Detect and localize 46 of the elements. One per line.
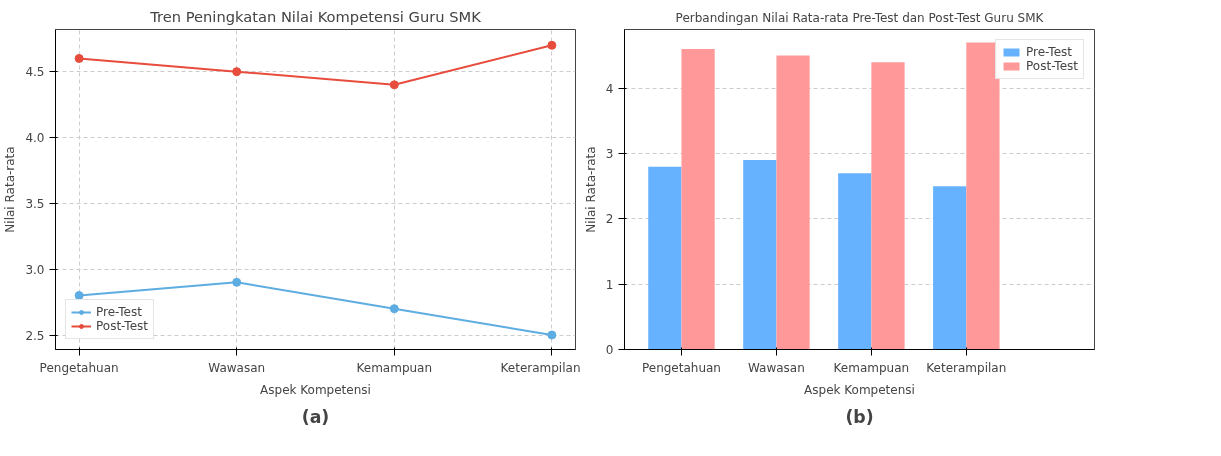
legend-label: Pre-Test [96,305,142,319]
legend-label: Post-Test [1026,59,1078,73]
x-axis-title: Aspek Kompetensi [804,382,915,397]
point [74,53,84,63]
y-tick-label: 0 [605,343,614,357]
y-axis-title: Nilai Rata-rata [3,146,18,233]
y-tick-label: 3 [605,147,614,162]
y-tick-label: 2.5 [25,328,45,343]
text: (b) [845,406,874,427]
x-tick-label: Pengetahuan [39,360,119,375]
bar [838,173,872,350]
y-tick-label: 1 [605,277,614,292]
bar [648,166,682,350]
x-axis-title: Aspek Kompetensi [260,382,371,397]
point [232,277,242,287]
point [547,330,557,340]
y-axis-title: Nilai Rata-rata [583,146,598,233]
point [74,291,84,300]
x-tick-label: Wawasan [748,360,805,375]
y-tick-label: 3.5 [25,196,45,211]
x-tick-label: Kemampuan [356,360,433,375]
bar [776,55,810,350]
point [389,304,399,314]
x-tick-label: Wawasan [208,360,266,375]
text: (a) [301,406,330,427]
y-tick-label: 2 [605,212,614,227]
bar [933,186,967,350]
x-tick-label: Keterampilan [500,360,581,375]
chart-title: Perbandingan Nilai Rata-rata Pre-Test dan Post-Test Guru SMK [675,10,1045,25]
x-tick-label: Kemampuan [833,360,910,375]
chart-title: Tren Peningkatan Nilai Kompetensi Guru SMK [149,7,482,25]
x-tick-label: Pengetahuan [641,360,721,375]
point [547,40,557,50]
bar [681,49,715,350]
y-tick-label: 4.0 [25,130,45,145]
bar [871,62,905,350]
y-tick-label: 3.0 [25,262,45,277]
x-tick-label: Keterampilan [926,360,1007,375]
legend-label: Pre-Test [1026,45,1072,59]
point [389,80,399,90]
point [232,67,242,77]
bar [966,42,1000,350]
bar [743,160,777,350]
y-tick-label: 4.5 [25,65,45,80]
y-tick-label: 4 [605,81,614,96]
legend-label: Post-Test [96,319,148,333]
